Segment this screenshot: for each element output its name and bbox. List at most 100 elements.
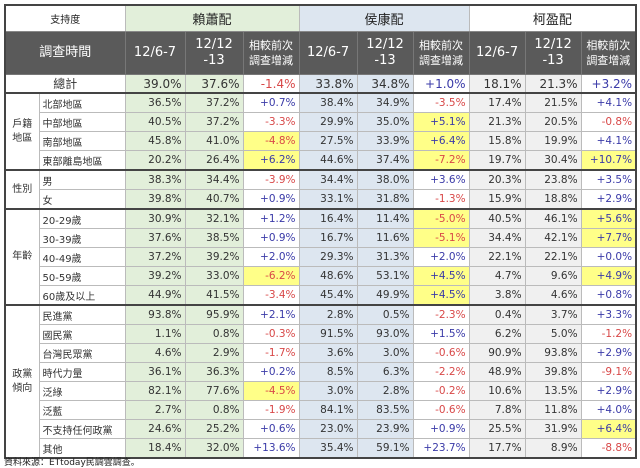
change-cell: -4.8% [242,131,300,151]
value-cell: 21.3% [524,74,582,94]
row-label: 總計 [4,74,126,94]
value-cell: 22.1% [524,247,582,267]
change-cell: +0.7% [242,92,300,113]
change-cell: -3.9% [242,169,300,190]
value-cell: 77.6% [184,381,244,401]
value-cell: 32.1% [184,208,244,229]
table-row: 泛藍 2.7% 0.8% -1.9% 84.1% 83.5% -0.6% 7.8% 11.8% +… [5,400,637,420]
total-row: 總計 39.0% 37.6% -1.4% 33.8% 34.8% +1.0% 18.1% 21.… [4,74,637,94]
table-row: 50-59歲 39.2% 33.0% -6.2% 48.6% 53.1% +4.5% 4.7%… [5,266,637,286]
change-cell: -5.1% [412,228,470,248]
value-cell: 53.1% [356,266,414,286]
row-label: 不支持任何政黨 [38,419,126,439]
table-row: 40-49歲 37.2% 39.2% +2.0% 29.3% 31.3% +2.0% 22.1… [5,247,637,267]
change-cell: -1.3% [412,189,470,210]
support-label: 支持度 [4,4,126,32]
value-cell: 5.0% [524,324,582,344]
value-cell: 24.6% [124,419,186,439]
value-cell: 0.5% [356,304,414,325]
second-survey-header: 12/12 -13 [184,31,244,75]
value-cell: 21.3% [468,112,526,132]
value-cell: 41.5% [184,285,244,306]
change-cell: -1.2% [580,324,637,344]
change-header: 相較前次 調查增減 [242,31,300,75]
value-cell: 17.7% [468,438,526,459]
value-cell: 13.5% [524,381,582,401]
value-cell: 38.0% [356,169,414,190]
value-cell: 15.8% [468,131,526,151]
value-cell: 6.2% [468,324,526,344]
value-cell: 0.8% [184,324,244,344]
change-cell: +6.4% [580,419,637,439]
value-cell: 37.4% [356,150,414,171]
change-header: 相較前次 調查增減 [412,31,470,75]
change-cell: +1.0% [412,74,470,94]
change-cell: +4.5% [412,266,470,286]
value-cell: 38.4% [298,92,358,113]
change-cell: +6.4% [412,131,470,151]
value-cell: 39.8% [524,362,582,382]
value-cell: 23.9% [356,419,414,439]
change-cell: +4.1% [580,92,637,113]
value-cell: 3.8% [468,285,526,306]
value-cell: 33.1% [298,189,358,210]
row-label: 泛藍 [38,400,126,420]
change-cell: -2.3% [412,304,470,325]
value-cell: 44.9% [124,285,186,306]
value-cell: 26.4% [184,150,244,171]
change-cell: +3.2% [580,74,637,94]
value-cell: 37.2% [184,92,244,113]
value-cell: 25.2% [184,419,244,439]
value-cell: 34.4% [184,169,244,190]
row-label: 時代力量 [38,362,126,382]
change-cell: +0.9% [242,228,300,248]
value-cell: 2.8% [356,381,414,401]
candidate-hou: 侯康配 [298,4,470,32]
change-cell: +2.0% [242,247,300,267]
value-cell: 29.3% [298,247,358,267]
change-header: 相較前次 調查增減 [580,31,637,75]
value-cell: 40.5% [124,112,186,132]
value-cell: 11.8% [524,400,582,420]
value-cell: 23.8% [524,169,582,190]
value-cell: 3.0% [356,343,414,363]
candidate-ko: 柯盈配 [468,4,637,32]
row-label: 北部地區 [38,92,126,113]
value-cell: 17.4% [468,92,526,113]
row-label: 南部地區 [38,131,126,151]
value-cell: 36.1% [124,362,186,382]
value-cell: 34.8% [356,74,414,94]
value-cell: 48.6% [298,266,358,286]
value-cell: 19.7% [468,150,526,171]
first-survey-header: 12/6-7 [468,31,526,75]
value-cell: 8.9% [524,438,582,459]
first-survey-header: 12/6-7 [298,31,358,75]
value-cell: 18.1% [468,74,526,94]
change-cell: +0.9% [242,189,300,210]
value-cell: 16.7% [298,228,358,248]
value-cell: 83.5% [356,400,414,420]
value-cell: 84.1% [298,400,358,420]
change-cell: -1.7% [242,343,300,363]
value-cell: 16.4% [298,208,358,229]
change-cell: +4.0% [580,400,637,420]
row-label: 男 [38,169,126,190]
table-row: 政黨 傾向 民進黨 93.8% 95.9% +2.1% 2.8% 0.5% -2.3% 0.4%… [4,304,637,459]
value-cell: 59.1% [356,438,414,459]
value-cell: 40.7% [184,189,244,210]
row-label: 中部地區 [38,112,126,132]
survey-time-label: 調查時間 [4,31,126,75]
value-cell: 20.2% [124,150,186,171]
value-cell: 39.0% [124,74,186,94]
value-cell: 82.1% [124,381,186,401]
value-cell: 0.4% [468,304,526,325]
row-label: 東部離島地區 [38,150,126,171]
change-cell: +0.0% [580,247,637,267]
change-cell: +0.9% [412,419,470,439]
value-cell: 3.6% [298,343,358,363]
change-cell: +2.9% [580,381,637,401]
value-cell: 8.5% [298,362,358,382]
row-label: 20-29歲 [38,208,126,229]
table-row: 戶籍 地區 北部地區 36.5% 37.2% +0.7% 38.4% 34.9% -3.5% 1… [4,92,637,171]
change-cell: +4.5% [412,285,470,306]
